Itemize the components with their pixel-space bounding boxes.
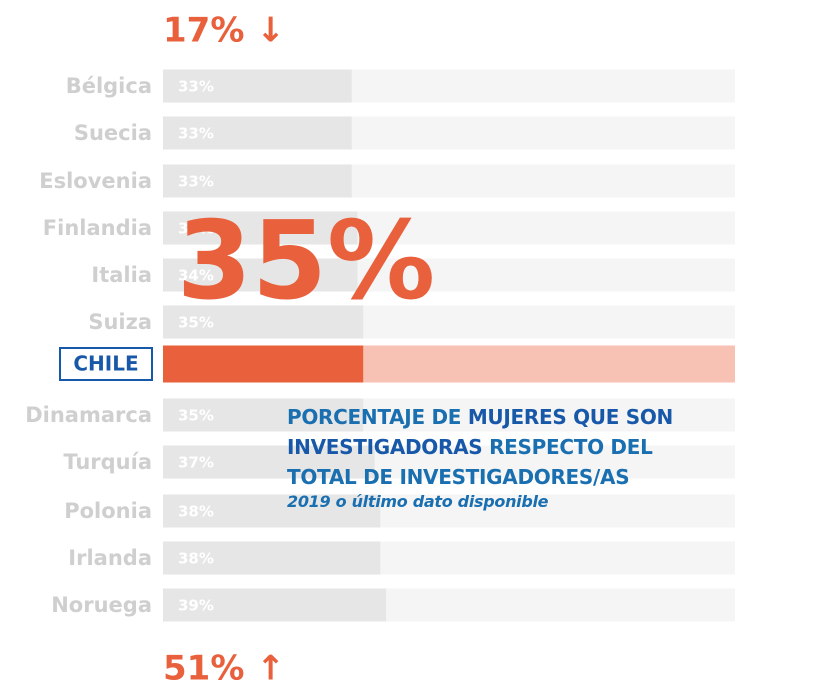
bar [163, 211, 358, 245]
category-label: Eslovenia [39, 169, 152, 193]
bar [163, 305, 364, 339]
category-label: Suecia [74, 121, 152, 145]
value-label: 34% [178, 267, 214, 285]
category-label: Polonia [64, 499, 152, 523]
value-label: 33% [178, 78, 214, 96]
highlight-label-box [59, 347, 153, 381]
bar [163, 69, 352, 103]
category-label: Suiza [88, 310, 152, 334]
category-label: CHILE [73, 352, 138, 376]
bar [163, 258, 358, 292]
value-label: 38% [178, 503, 214, 521]
bar [163, 345, 364, 383]
subtitle: 2019 o último dato disponible [287, 492, 549, 511]
max-annotation: 51% ↑ [163, 649, 285, 689]
value-label: 33% [178, 173, 214, 191]
bar [163, 116, 352, 150]
category-label: Italia [91, 263, 152, 287]
title-part: MUJERES QUE SON [467, 405, 674, 429]
bar [163, 541, 381, 575]
title-part: INVESTIGADORAS [287, 435, 483, 459]
category-label: Noruega [51, 593, 152, 617]
bar [163, 164, 352, 198]
bar [163, 588, 387, 622]
bar [163, 398, 364, 432]
category-label: Dinamarca [25, 403, 152, 427]
value-label: 34% [178, 220, 214, 238]
value-label: 37% [178, 454, 214, 472]
category-label: Bélgica [66, 74, 152, 98]
value-label: 35% [178, 407, 214, 425]
highlight-value-annotation: 35% [177, 199, 436, 324]
title-part: TOTAL DE INVESTIGADORES/AS [287, 465, 630, 489]
value-label: 39% [178, 597, 214, 615]
value-label: 38% [178, 550, 214, 568]
category-label: Finlandia [43, 216, 152, 240]
title-part: PORCENTAJE DE [287, 405, 462, 429]
category-label: Turquía [63, 450, 152, 474]
min-annotation: 17% ↓ [163, 11, 285, 51]
category-label: Irlanda [68, 546, 152, 570]
value-label: 33% [178, 125, 214, 143]
bar [163, 445, 375, 479]
bar [163, 494, 381, 528]
title: PORCENTAJE DE MUJERES QUE SON INVESTIGADO… [287, 402, 815, 512]
title-part: RESPECTO DEL [489, 435, 653, 459]
value-label: 35% [178, 314, 214, 332]
